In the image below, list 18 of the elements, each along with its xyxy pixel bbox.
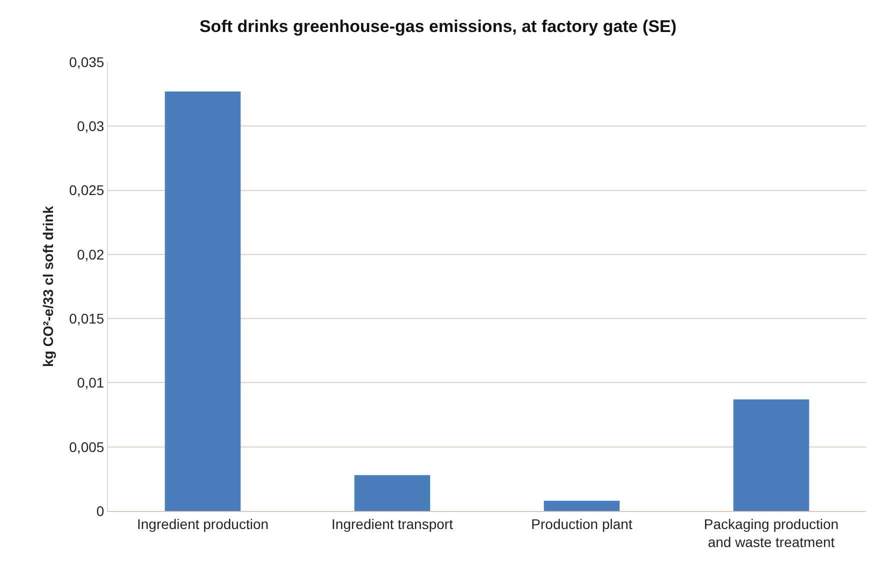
chart-title: Soft drinks greenhouse-gas emissions, at factory gate (SE) <box>199 16 677 36</box>
x-tick-label: Production plant <box>531 516 632 532</box>
bar <box>354 475 430 511</box>
y-tick-label: 0,01 <box>76 374 104 391</box>
y-tick-label: 0 <box>96 502 104 519</box>
x-tick-label: Packaging production and waste treatment <box>704 516 839 550</box>
bar <box>164 92 241 511</box>
y-tick-label: 0,03 <box>76 118 104 134</box>
x-tick-label: Ingredient transport <box>332 516 454 532</box>
y-tick-label: 0,005 <box>69 438 104 455</box>
y-tick-label: 0,025 <box>69 182 104 198</box>
y-tick-label: 0,015 <box>69 310 104 326</box>
y-tick-label: 0,02 <box>76 246 104 262</box>
bar <box>544 500 620 511</box>
bar <box>733 399 810 511</box>
y-tick-label: 0,035 <box>69 54 104 70</box>
y-axis-title: kg CO²-e/33 cl soft drink <box>40 206 56 368</box>
x-tick-label: Ingredient production <box>136 516 269 532</box>
